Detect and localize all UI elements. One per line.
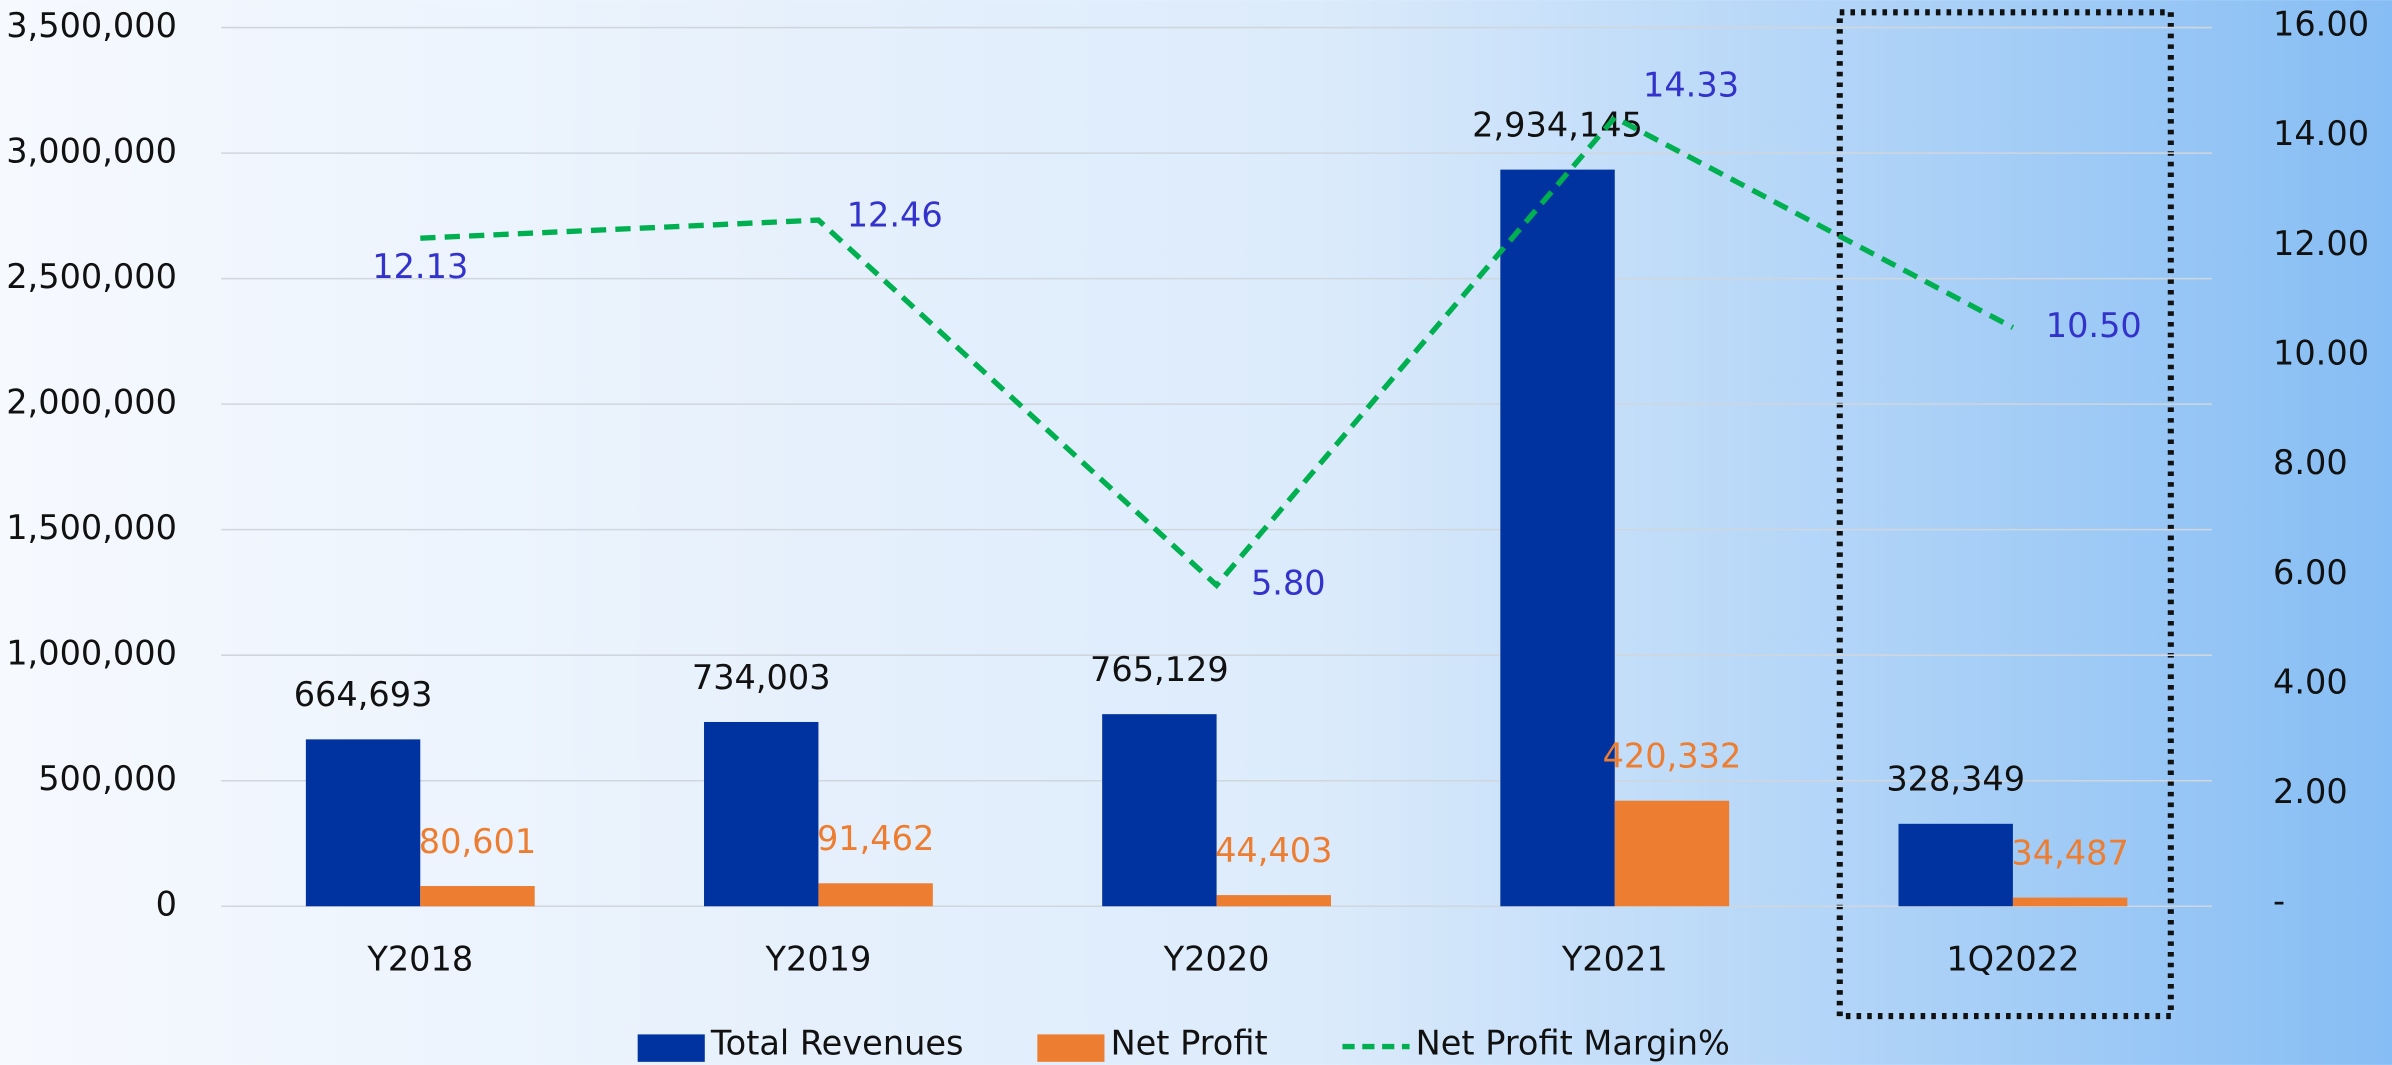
x-tick-label: Y2021 bbox=[1561, 940, 1668, 979]
y-tick-label: 1,000,000 bbox=[6, 634, 177, 673]
line-data-label: 14.33 bbox=[1643, 66, 1739, 105]
data-label: 328,349 bbox=[1886, 760, 2025, 799]
data-label: 734,003 bbox=[692, 658, 831, 697]
x-tick-label: Y2019 bbox=[764, 940, 871, 979]
bar bbox=[1614, 800, 1730, 907]
bar bbox=[420, 886, 535, 907]
bar bbox=[305, 739, 421, 907]
y2-tick-label: 2.00 bbox=[2273, 772, 2348, 811]
data-label: 34,487 bbox=[2011, 833, 2128, 872]
line-data-label: 12.13 bbox=[372, 247, 468, 286]
data-label: 420,332 bbox=[1603, 737, 1742, 776]
line bbox=[420, 114, 2015, 590]
legend-swatch bbox=[1037, 1034, 1105, 1062]
data-label: 91,462 bbox=[817, 819, 934, 858]
y2-tick-label: 6.00 bbox=[2273, 553, 2348, 592]
y2-tick-label: 14.00 bbox=[2273, 114, 2369, 153]
line-data-label: 12.46 bbox=[847, 196, 943, 235]
data-label: 664,693 bbox=[294, 675, 433, 714]
bar bbox=[1216, 895, 1332, 907]
y-tick-label: 3,500,000 bbox=[6, 6, 177, 45]
legend-swatch bbox=[637, 1034, 705, 1062]
y-tick-label: 2,000,000 bbox=[6, 383, 177, 422]
bar bbox=[1500, 169, 1615, 907]
y-tick-label: 1,500,000 bbox=[6, 508, 177, 547]
x-tick-label: 1Q2022 bbox=[1946, 940, 2079, 979]
x-tick-label: Y2018 bbox=[366, 940, 473, 979]
line-data-label: 5.80 bbox=[1251, 564, 1326, 603]
data-label: 80,601 bbox=[419, 822, 536, 861]
bar bbox=[1102, 714, 1217, 907]
line-data-label: 10.50 bbox=[2046, 306, 2142, 345]
bar bbox=[2012, 897, 2128, 907]
y-tick-label: 2,500,000 bbox=[6, 257, 177, 296]
y2-tick-label: 10.00 bbox=[2273, 333, 2369, 372]
bar bbox=[704, 721, 819, 907]
y2-tick-label: 4.00 bbox=[2273, 662, 2348, 701]
y2-tick-label: - bbox=[2273, 882, 2285, 921]
y-tick-label: 3,000,000 bbox=[6, 132, 177, 171]
bar bbox=[1898, 823, 2013, 907]
y-tick-label: 500,000 bbox=[38, 759, 177, 798]
legend-label: Total Revenues bbox=[710, 1024, 964, 1063]
legend-label: Net Profit bbox=[1111, 1024, 1268, 1063]
data-label: 2,934,145 bbox=[1472, 105, 1643, 144]
x-tick-label: Y2020 bbox=[1163, 940, 1270, 979]
y2-tick-label: 12.00 bbox=[2273, 224, 2369, 263]
data-label: 765,129 bbox=[1090, 650, 1229, 689]
legend-label: Net Profit Margin% bbox=[1416, 1024, 1730, 1063]
bar bbox=[818, 883, 933, 907]
y-tick-label: 0 bbox=[156, 885, 177, 924]
y2-tick-label: 16.00 bbox=[2273, 5, 2369, 44]
y2-tick-label: 8.00 bbox=[2273, 443, 2348, 482]
data-label: 44,403 bbox=[1215, 831, 1332, 870]
